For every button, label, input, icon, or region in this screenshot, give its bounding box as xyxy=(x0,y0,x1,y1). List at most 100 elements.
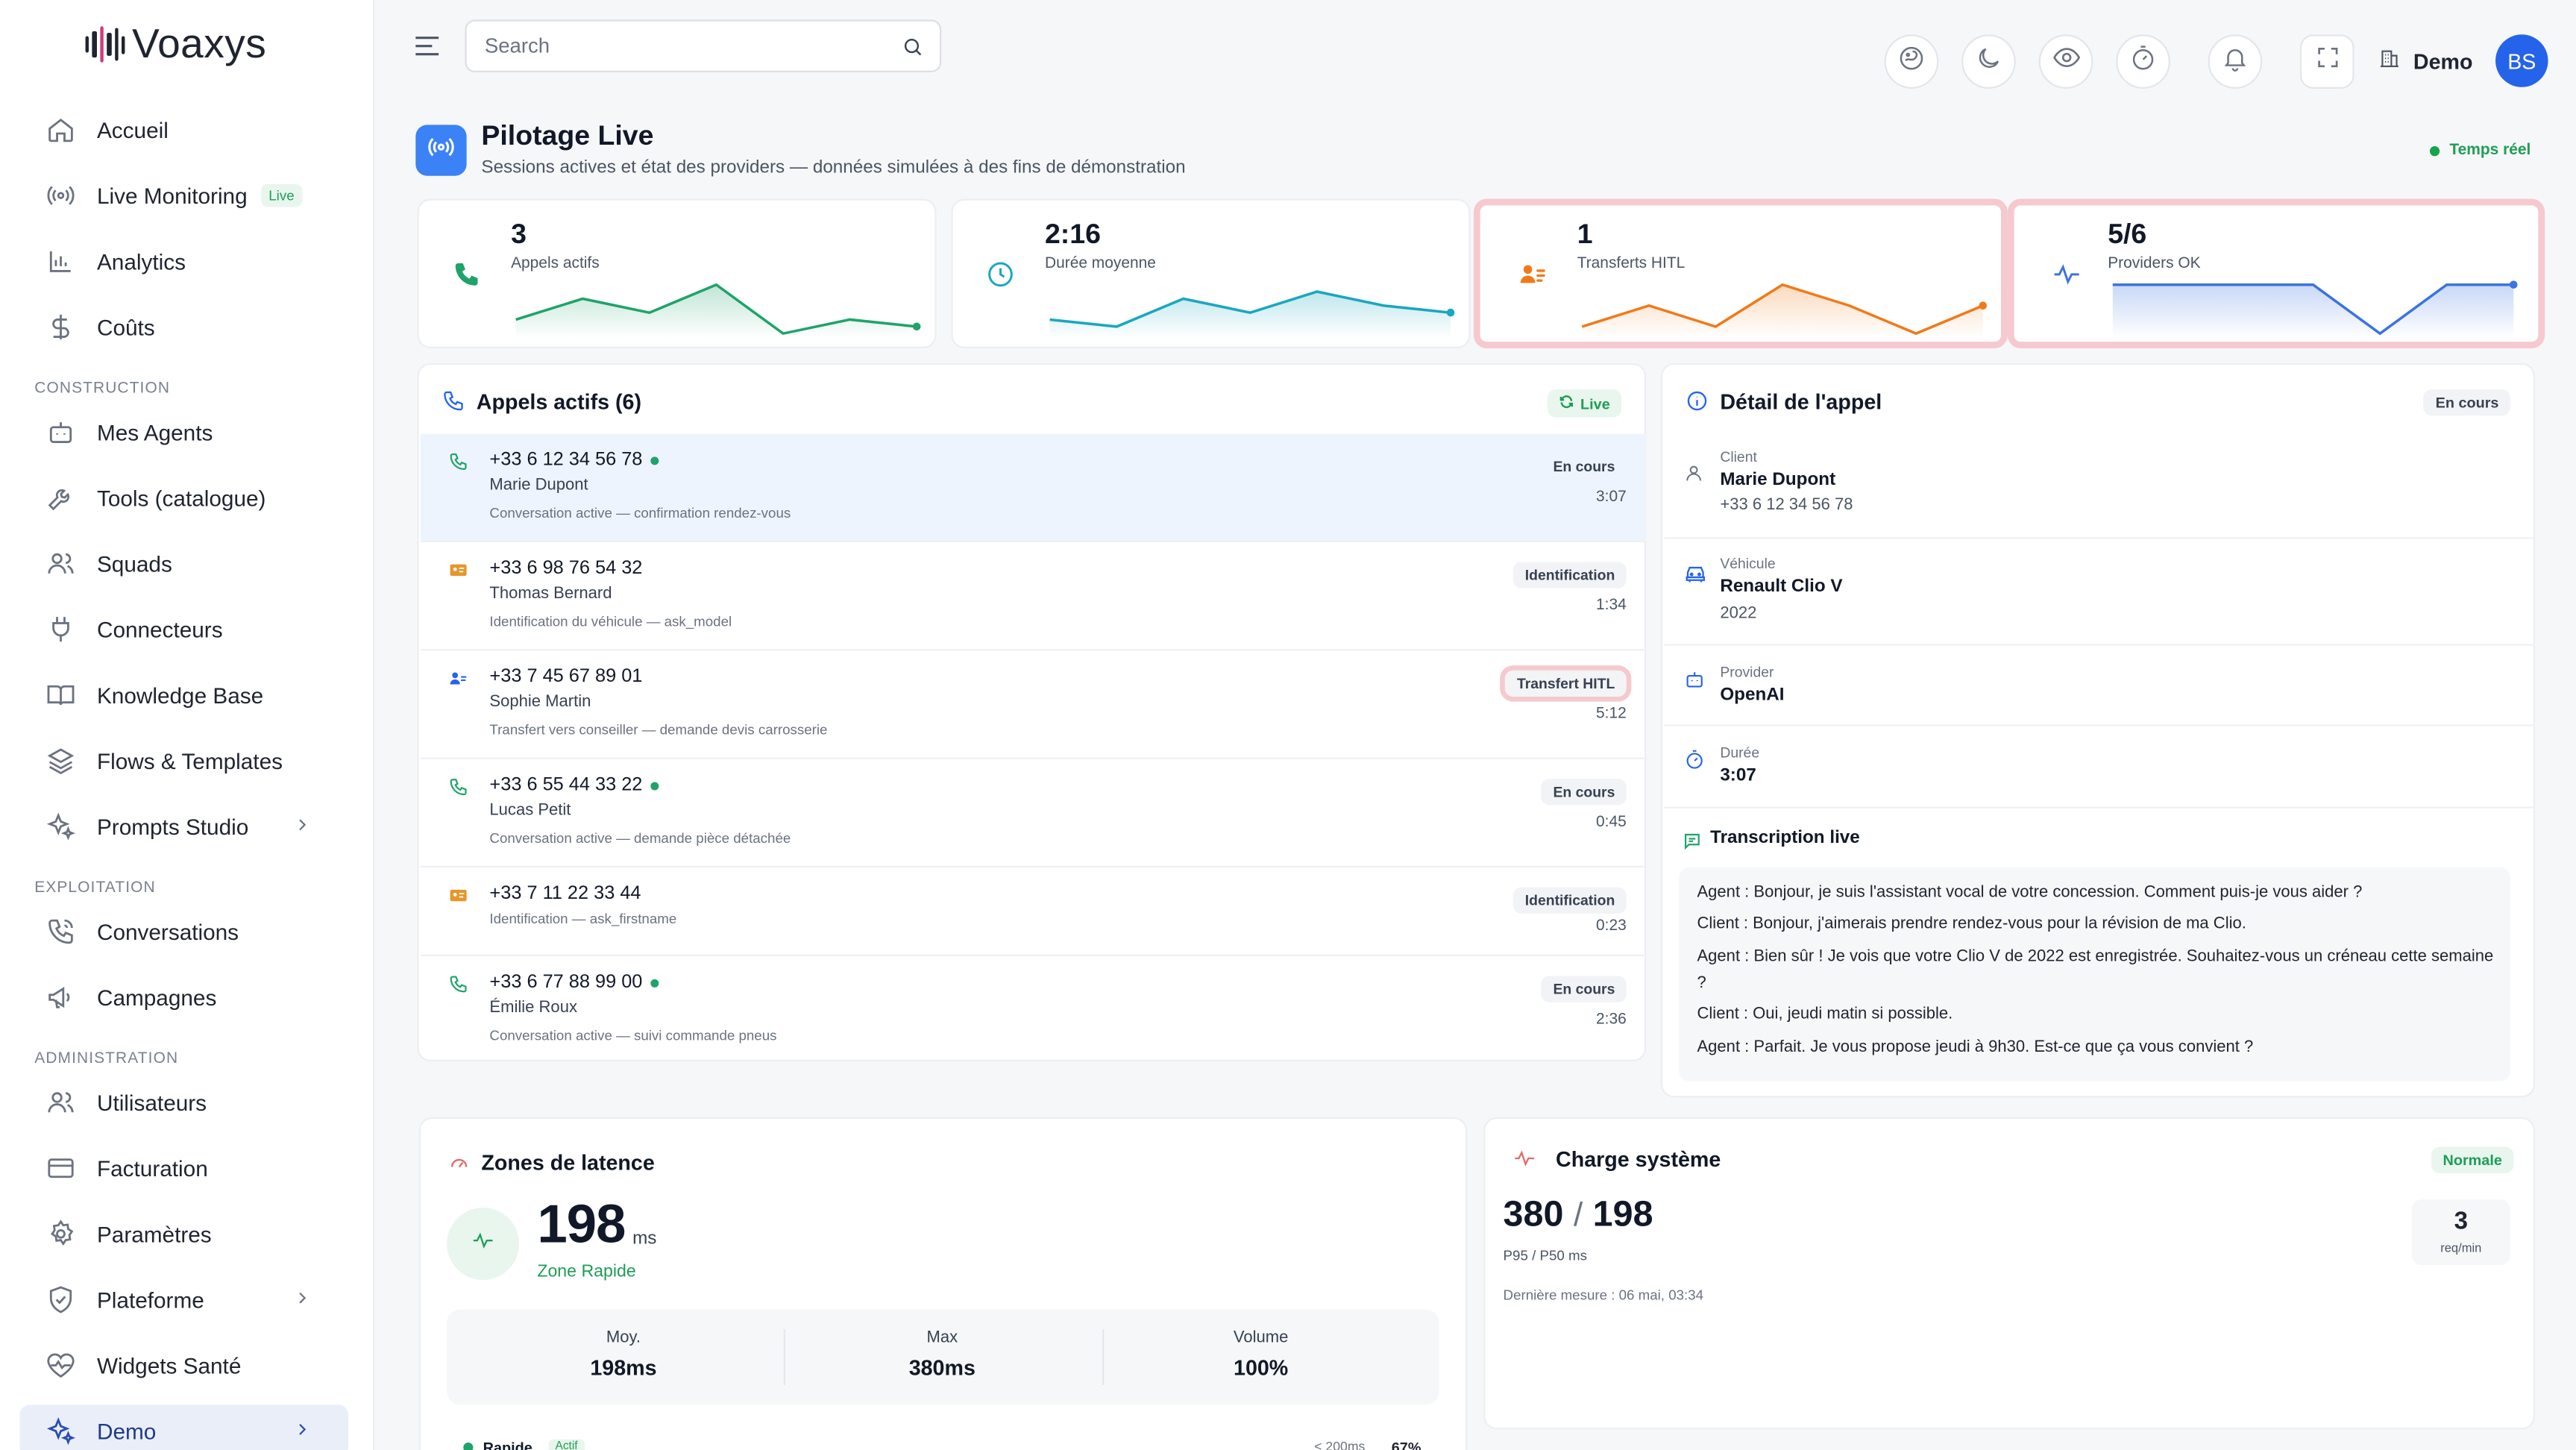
sparkline-end-dot xyxy=(912,322,921,331)
kpi-sparkline xyxy=(2112,280,2518,339)
call-description: Identification — ask_firstname xyxy=(489,910,677,927)
sparkline-area xyxy=(1049,291,1451,339)
call-status: Transfert HITL xyxy=(1505,670,1627,697)
call-row[interactable]: +33 6 55 44 33 22 Lucas Petit Conversati… xyxy=(420,759,1647,868)
transcript-box: Agent : Bonjour, je suis l'assistant voc… xyxy=(1679,867,2510,1082)
detail-vehicle: Véhicule Renault Clio V 2022 xyxy=(1664,539,2535,646)
call-row[interactable]: +33 6 12 34 56 78 Marie Dupont Conversat… xyxy=(420,433,1647,542)
stat-max: Max 380ms xyxy=(782,1310,1103,1405)
transcript-line: Client : Oui, jeudi matin si possible. xyxy=(1697,1005,1953,1024)
user-transfer-icon xyxy=(448,667,468,697)
sidebar-item-analytics[interactable]: Analytics xyxy=(19,235,348,287)
org-switcher[interactable]: Demo xyxy=(2379,48,2472,74)
search-input[interactable] xyxy=(484,34,879,58)
clock-icon xyxy=(986,260,1016,298)
call-row[interactable]: +33 6 98 76 54 32 Thomas Bernard Identif… xyxy=(420,542,1647,651)
theme-palette-button[interactable] xyxy=(1884,34,1939,89)
kpi-value: 3 xyxy=(511,218,527,250)
call-status: En cours xyxy=(1542,779,1627,806)
sidebar-item-widgets-sante[interactable]: Widgets Santé xyxy=(19,1339,348,1391)
detail-duration: Durée 3:07 xyxy=(1664,726,2535,809)
call-status: Identification xyxy=(1513,887,1627,914)
detail-value: Marie Dupont xyxy=(1720,470,1836,490)
call-description: Transfert vers conseiller — demande devi… xyxy=(489,721,828,738)
call-row[interactable]: +33 7 45 67 89 01 Sophie Martin Transfer… xyxy=(420,650,1647,759)
sidebar-item-mes-agents[interactable]: Mes Agents xyxy=(19,406,348,458)
call-row[interactable]: +33 7 11 22 33 44 Identification — ask_f… xyxy=(420,867,1647,957)
kpi-providers-ok[interactable]: 5/6 Providers OK xyxy=(2007,198,2545,348)
sidebar-item-label: Widgets Santé xyxy=(96,1353,242,1378)
sidebar-item-plateforme[interactable]: Plateforme xyxy=(19,1273,348,1325)
sidebar-item-label: Flows & Templates xyxy=(96,748,283,773)
req-value: 3 xyxy=(2454,1208,2468,1236)
transcript-line: Agent : Bien sûr ! Je vois que votre Cli… xyxy=(1697,948,2494,992)
transcript-line: Agent : Bonjour, je suis l'assistant voc… xyxy=(1697,884,2363,903)
sidebar-item-prompts-studio[interactable]: Prompts Studio xyxy=(19,800,348,853)
kpi-duree-moyenne[interactable]: 2:16 Durée moyenne xyxy=(951,198,1471,348)
bot-icon xyxy=(1684,669,1706,699)
heart-pulse-icon xyxy=(46,1351,76,1381)
sidebar-item-flows-templates[interactable]: Flows & Templates xyxy=(19,735,348,787)
sidebar-item-live-monitoring[interactable]: Live Monitoring Live xyxy=(19,169,348,222)
sidebar-item-demo[interactable]: Demo xyxy=(19,1405,348,1450)
notifications-button[interactable] xyxy=(2208,34,2263,89)
sidebar-item-tools[interactable]: Tools (catalogue) xyxy=(19,471,348,524)
stat-volume: Volume 100% xyxy=(1101,1310,1421,1405)
stat-label: Max xyxy=(926,1329,958,1348)
transcript-title: Transcription live xyxy=(1710,828,1860,848)
card-title: Détail de l'appel xyxy=(1720,389,1882,415)
call-duration: 5:12 xyxy=(1596,705,1627,724)
kpi-label: Appels actifs xyxy=(511,254,600,273)
sidebar-item-campagnes[interactable]: Campagnes xyxy=(19,971,348,1023)
sidebar-item-parametres[interactable]: Paramètres xyxy=(19,1208,348,1260)
sidebar-item-label: Plateforme xyxy=(96,1287,204,1312)
dark-mode-button[interactable] xyxy=(1961,34,2016,89)
call-row[interactable]: +33 6 77 88 99 00 Émilie Roux Conversati… xyxy=(421,956,1646,1064)
realtime-label: Temps réel xyxy=(2449,141,2531,160)
sidebar-item-knowledge-base[interactable]: Knowledge Base xyxy=(19,669,348,721)
zone-badge: Actif xyxy=(548,1439,585,1450)
bot-icon xyxy=(46,418,76,448)
load-p95: 380 xyxy=(1503,1193,1564,1234)
search-icon[interactable] xyxy=(902,36,923,66)
kpi-label: Durée moyenne xyxy=(1044,254,1156,273)
call-phone-number: +33 6 55 44 33 22 xyxy=(489,775,643,796)
sidebar-item-couts[interactable]: Coûts xyxy=(19,301,348,353)
call-phone: +33 7 11 22 33 44 xyxy=(489,884,641,903)
sidebar-item-label: Prompts Studio xyxy=(96,814,249,839)
call-phone: +33 6 12 34 56 78 xyxy=(489,451,659,470)
call-phone-number: +33 7 45 67 89 01 xyxy=(489,667,643,687)
call-duration: 0:23 xyxy=(1596,917,1627,935)
call-description: Conversation active — suivi commande pne… xyxy=(489,1026,777,1043)
page-header-icon xyxy=(415,125,467,176)
bar-chart-icon xyxy=(46,246,76,276)
latency-value: 198 xyxy=(537,1193,626,1254)
kpi-appels-actifs[interactable]: 3 Appels actifs xyxy=(417,198,937,348)
section-administration: ADMINISTRATION xyxy=(34,1049,179,1068)
logo-text: Voaxys xyxy=(131,20,267,67)
sidebar-item-connecteurs[interactable]: Connecteurs xyxy=(19,603,348,655)
detail-provider: Provider OpenAI xyxy=(1664,646,2535,726)
load-last-measure: Dernière mesure : 06 mai, 03:34 xyxy=(1503,1286,1704,1303)
sidebar-item-accueil[interactable]: Accueil xyxy=(19,104,348,156)
chevron-right-icon xyxy=(292,813,312,843)
kpi-value: 5/6 xyxy=(2108,218,2147,250)
sidebar-item-squads[interactable]: Squads xyxy=(19,537,348,589)
logo[interactable]: Voaxys xyxy=(85,19,267,69)
search-box[interactable] xyxy=(465,19,942,72)
call-phone-number: +33 6 98 76 54 32 xyxy=(489,558,643,579)
timer-button[interactable] xyxy=(2116,34,2170,89)
sidebar-item-utilisateurs[interactable]: Utilisateurs xyxy=(19,1076,348,1129)
sparkline-line xyxy=(1049,290,1451,328)
fullscreen-button[interactable] xyxy=(2299,34,2354,89)
sidebar-item-facturation[interactable]: Facturation xyxy=(19,1142,348,1194)
avatar[interactable]: BS xyxy=(2495,34,2548,87)
menu-toggle-icon[interactable] xyxy=(414,33,440,59)
kpi-transferts-hitl[interactable]: 1 Transferts HITL xyxy=(1473,198,2008,348)
visibility-button[interactable] xyxy=(2038,34,2093,89)
live-badge: Live xyxy=(1548,389,1622,418)
sidebar-item-conversations[interactable]: Conversations xyxy=(19,906,348,958)
chevron-right-icon xyxy=(292,1287,312,1316)
info-icon xyxy=(1686,389,1709,421)
live-pill: Live xyxy=(260,183,303,207)
